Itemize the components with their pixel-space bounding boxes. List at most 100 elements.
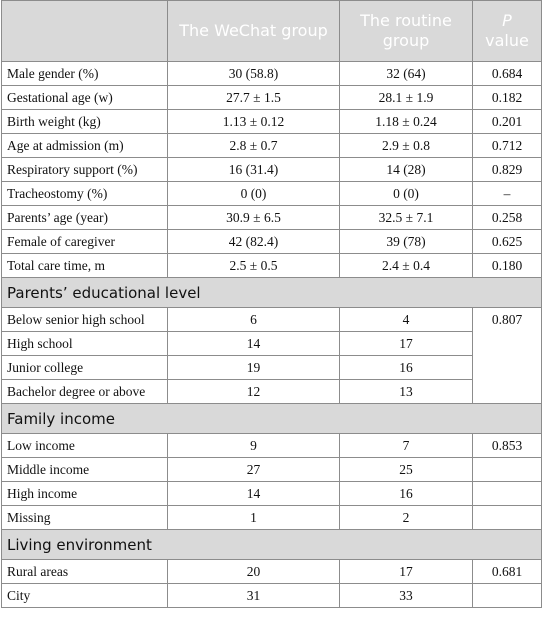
row-label: Middle income	[1, 457, 168, 482]
cell-routine: 2	[339, 505, 473, 530]
section-header-education: Parents’ educational level	[1, 277, 542, 308]
cell-p: 0.853	[472, 433, 542, 458]
row-label: Low income	[1, 433, 168, 458]
table-row: Rural areas 20 17 0.681	[1, 559, 542, 584]
cell-p	[472, 505, 542, 530]
cell-wechat: 2.8 ± 0.7	[167, 133, 340, 158]
header-row: The WeChat group The routine group P val…	[1, 0, 542, 62]
table-row: Below senior high school 6 4 0.807	[1, 307, 542, 404]
table-row: Bachelor degree or above 12 13	[1, 379, 542, 404]
cell-routine: 16	[339, 355, 473, 380]
row-label: Rural areas	[1, 559, 168, 584]
cell-routine: 2.4 ± 0.4	[339, 253, 473, 278]
cell-p-merged: 0.807	[472, 307, 542, 404]
table-row: Tracheostomy (%) 0 (0) 0 (0) –	[1, 181, 542, 206]
table-row: City 31 33	[1, 583, 542, 608]
row-label: Below senior high school	[1, 307, 168, 332]
cell-wechat: 27	[167, 457, 340, 482]
cell-p: 0.829	[472, 157, 542, 182]
header-p-value: P value	[472, 0, 542, 62]
table-row: Total care time, m 2.5 ± 0.5 2.4 ± 0.4 0…	[1, 253, 542, 278]
cell-p: 0.201	[472, 109, 542, 134]
table-row: Age at admission (m) 2.8 ± 0.7 2.9 ± 0.8…	[1, 133, 542, 158]
section-title: Parents’ educational level	[1, 277, 542, 308]
table-row: Female of caregiver 42 (82.4) 39 (78) 0.…	[1, 229, 542, 254]
cell-routine: 17	[339, 559, 473, 584]
cell-routine: 2.9 ± 0.8	[339, 133, 473, 158]
table-row: Middle income 27 25	[1, 457, 542, 482]
cell-p: 0.625	[472, 229, 542, 254]
row-label: Junior college	[1, 355, 168, 380]
cell-routine: 28.1 ± 1.9	[339, 85, 473, 110]
cell-routine: 32 (64)	[339, 61, 473, 86]
cell-wechat: 9	[167, 433, 340, 458]
cell-p: 0.180	[472, 253, 542, 278]
section-title: Family income	[1, 403, 542, 434]
cell-p	[472, 583, 542, 608]
cell-routine: 13	[339, 379, 473, 404]
cell-p	[472, 457, 542, 482]
table-row: Male gender (%) 30 (58.8) 32 (64) 0.684	[1, 61, 542, 86]
cell-p: 0.258	[472, 205, 542, 230]
row-label: Gestational age (w)	[1, 85, 168, 110]
row-label: Age at admission (m)	[1, 133, 168, 158]
row-label: Tracheostomy (%)	[1, 181, 168, 206]
table-row: High income 14 16	[1, 481, 542, 506]
header-value-word: value	[485, 31, 529, 50]
cell-routine: 14 (28)	[339, 157, 473, 182]
section-header-living: Living environment	[1, 529, 542, 560]
cell-wechat: 30.9 ± 6.5	[167, 205, 340, 230]
row-label: City	[1, 583, 168, 608]
cell-wechat: 1	[167, 505, 340, 530]
cell-wechat: 0 (0)	[167, 181, 340, 206]
cell-wechat: 14	[167, 331, 340, 356]
cell-wechat: 2.5 ± 0.5	[167, 253, 340, 278]
cell-wechat: 19	[167, 355, 340, 380]
table-row: Respiratory support (%) 16 (31.4) 14 (28…	[1, 157, 542, 182]
header-routine-group: The routine group	[339, 0, 473, 62]
cell-p: –	[472, 181, 542, 206]
cell-p: 0.681	[472, 559, 542, 584]
cell-wechat: 31	[167, 583, 340, 608]
row-label: Male gender (%)	[1, 61, 168, 86]
header-p-letter: P	[502, 11, 512, 30]
section-header-income: Family income	[1, 403, 542, 434]
cell-p: 0.712	[472, 133, 542, 158]
table-row: Missing 1 2	[1, 505, 542, 530]
header-corner	[1, 0, 168, 62]
cell-routine: 17	[339, 331, 473, 356]
table-row: Low income 9 7 0.853	[1, 433, 542, 458]
cell-wechat: 12	[167, 379, 340, 404]
cell-wechat: 27.7 ± 1.5	[167, 85, 340, 110]
cell-routine: 25	[339, 457, 473, 482]
comparison-table: The WeChat group The routine group P val…	[1, 0, 542, 608]
cell-routine: 16	[339, 481, 473, 506]
header-wechat-group: The WeChat group	[167, 0, 340, 62]
cell-p: 0.684	[472, 61, 542, 86]
cell-routine: 7	[339, 433, 473, 458]
row-label: High income	[1, 481, 168, 506]
table-row: Birth weight (kg) 1.13 ± 0.12 1.18 ± 0.2…	[1, 109, 542, 134]
cell-routine: 4	[339, 307, 473, 332]
row-label: Bachelor degree or above	[1, 379, 168, 404]
cell-wechat: 1.13 ± 0.12	[167, 109, 340, 134]
table-row: High school 14 17	[1, 331, 542, 356]
table-row: Parents’ age (year) 30.9 ± 6.5 32.5 ± 7.…	[1, 205, 542, 230]
cell-wechat: 30 (58.8)	[167, 61, 340, 86]
row-label: Respiratory support (%)	[1, 157, 168, 182]
cell-wechat: 6	[167, 307, 340, 332]
cell-routine: 33	[339, 583, 473, 608]
cell-wechat: 14	[167, 481, 340, 506]
cell-wechat: 20	[167, 559, 340, 584]
cell-routine: 39 (78)	[339, 229, 473, 254]
cell-wechat: 42 (82.4)	[167, 229, 340, 254]
row-label: Total care time, m	[1, 253, 168, 278]
row-label: Female of caregiver	[1, 229, 168, 254]
row-label: Missing	[1, 505, 168, 530]
row-label: High school	[1, 331, 168, 356]
row-label: Birth weight (kg)	[1, 109, 168, 134]
table-row: Gestational age (w) 27.7 ± 1.5 28.1 ± 1.…	[1, 85, 542, 110]
cell-wechat: 16 (31.4)	[167, 157, 340, 182]
cell-p: 0.182	[472, 85, 542, 110]
cell-routine: 1.18 ± 0.24	[339, 109, 473, 134]
